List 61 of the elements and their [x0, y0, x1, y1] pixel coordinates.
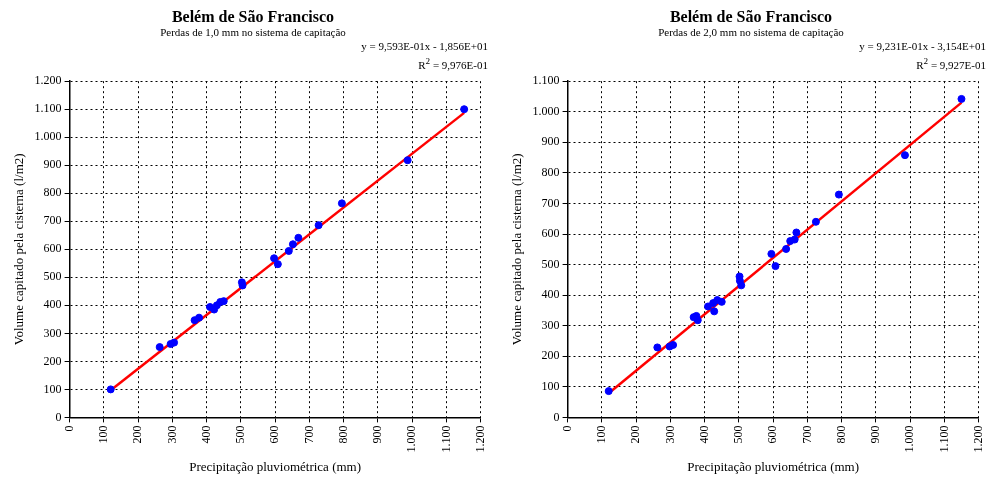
- y-tick-label: 900: [541, 134, 560, 149]
- chart-subtitle: Perdas de 1,0 mm no sistema de capitação: [159, 26, 347, 39]
- y-tick-label: 500: [43, 269, 62, 284]
- y-tick-label: 400: [43, 297, 62, 312]
- y-tick-label: 1.100: [532, 73, 560, 88]
- x-tick-label: 400: [198, 425, 213, 444]
- x-tick-label: 500: [731, 425, 746, 444]
- y-tick-label: 800: [43, 185, 62, 200]
- y-tick-label: 600: [541, 226, 560, 241]
- x-tick-label: 1.100: [438, 425, 453, 453]
- x-tick-label: 900: [868, 425, 883, 444]
- y-tick-label: 700: [43, 213, 62, 228]
- y-axis-title: Volume capitado pela cisterna (l/m2): [509, 153, 525, 346]
- x-axis-title: Precipitação pluviométrica (mm): [189, 458, 362, 474]
- y-axis-title: Volume capitado pela cisterna (l/m2): [11, 153, 27, 346]
- y-tick-label: 100: [43, 381, 62, 396]
- x-tick-label: 1.100: [936, 425, 951, 453]
- y-tick-label: 1.000: [532, 103, 560, 118]
- chart-title: Belém de São Francisco: [170, 8, 336, 26]
- y-tick-label: 200: [43, 353, 62, 368]
- y-tick-label: 200: [541, 348, 560, 363]
- x-tick-label: 800: [833, 425, 848, 444]
- y-tick-label: 1.100: [34, 101, 62, 116]
- x-tick-label: 1.000: [404, 425, 419, 453]
- y-tick-label: 1.200: [34, 73, 62, 88]
- text: R$^{2}$ = 9,976E-01: [417, 55, 488, 73]
- x-tick-label: 900: [370, 425, 385, 444]
- x-tick-label: 700: [799, 425, 814, 444]
- text: y = 9,593E-01x - 1,856E+01: [360, 39, 488, 54]
- text: y = 9,231E-01x - 3,154E+01: [858, 39, 986, 54]
- x-tick-label: 400: [696, 425, 711, 444]
- x-tick-label: 600: [267, 425, 282, 444]
- x-tick-label: 300: [164, 425, 179, 444]
- y-tick-label: 1.000: [34, 129, 62, 144]
- x-axis-title: Precipitação pluviométrica (mm): [687, 458, 860, 474]
- x-tick-label: 1.200: [472, 425, 487, 453]
- x-tick-label: 1.200: [970, 425, 985, 453]
- x-tick-label: 1.000: [902, 425, 917, 453]
- text: R$^{2}$ = 9,927E-01: [915, 55, 986, 73]
- y-tick-label: 100: [541, 378, 560, 393]
- x-tick-label: 600: [765, 425, 780, 444]
- chart-subtitle: Perdas de 2,0 mm no sistema de capitação: [657, 26, 845, 39]
- chart-title: Belém de São Francisco: [668, 8, 834, 26]
- x-tick-label: 700: [301, 425, 316, 444]
- y-tick-label: 300: [43, 325, 62, 340]
- y-tick-label: 500: [541, 256, 560, 271]
- x-tick-label: 0: [61, 425, 76, 432]
- x-tick-label: 100: [96, 425, 111, 444]
- x-tick-label: 100: [594, 425, 609, 444]
- y-tick-label: 300: [541, 317, 560, 332]
- x-tick-label: 200: [628, 425, 643, 444]
- x-tick-label: 800: [335, 425, 350, 444]
- y-tick-label: 400: [541, 287, 560, 302]
- x-tick-label: 0: [559, 425, 574, 432]
- x-tick-label: 300: [662, 425, 677, 444]
- x-tick-label: 500: [233, 425, 248, 444]
- y-tick-label: 700: [541, 195, 560, 210]
- y-tick-label: 800: [541, 165, 560, 180]
- y-tick-label: 900: [43, 157, 62, 172]
- x-tick-label: 200: [130, 425, 145, 444]
- y-tick-label: 600: [43, 241, 62, 256]
